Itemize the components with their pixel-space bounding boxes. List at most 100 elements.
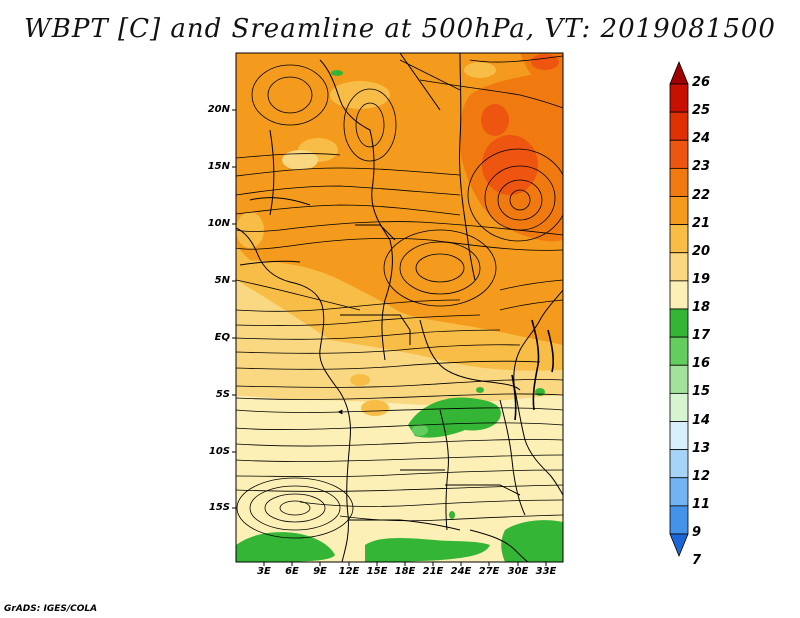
west-coastline	[236, 227, 351, 562]
green-patch-light	[412, 424, 428, 436]
coastlines	[236, 53, 563, 562]
green-patch-central	[408, 397, 501, 438]
green-patch-sw	[236, 532, 335, 562]
colorbar-swatch	[669, 477, 689, 507]
lat-ticks	[232, 109, 236, 509]
border-line	[348, 519, 461, 531]
streamline	[236, 238, 563, 251]
streamline	[236, 279, 361, 311]
patch-light-3	[464, 62, 496, 78]
streamline	[399, 59, 461, 91]
colorbar-tick-label: 21	[692, 215, 711, 231]
colorbar-swatch	[669, 252, 689, 282]
streamline	[299, 499, 563, 507]
streamline-vortex	[251, 64, 329, 126]
streamline	[236, 484, 563, 492]
colorbar-swatch	[669, 336, 689, 366]
streamline-vortex	[383, 229, 497, 307]
border-line	[445, 484, 521, 496]
green-dot-4	[331, 70, 343, 76]
colorbar-tick-label: 25	[692, 103, 711, 119]
border-line	[355, 224, 396, 241]
lat-label: 10N	[207, 218, 230, 229]
streamline	[236, 221, 563, 236]
streamline	[236, 422, 563, 430]
streamline-vortex	[497, 179, 543, 221]
colorbar-tick-label: 26	[692, 75, 711, 90]
colorbar-swatch	[669, 364, 689, 394]
lat-label: 20N	[207, 104, 230, 115]
streamline	[469, 55, 563, 63]
streamline	[236, 167, 461, 177]
streamline	[236, 360, 541, 370]
streamline	[499, 299, 563, 311]
colorbar-tick-label: 15	[692, 384, 711, 400]
border-line	[499, 399, 526, 516]
border-line	[419, 319, 521, 391]
streamline	[499, 279, 563, 291]
border-line	[249, 197, 311, 206]
colorbar-tick-label: 11	[692, 496, 711, 512]
streamline-vortex	[415, 253, 465, 283]
colorbar-swatch	[669, 280, 689, 310]
colorbar-swatch	[669, 392, 689, 422]
lon-label: 9E	[313, 566, 327, 577]
colorbar-swatch	[669, 83, 689, 113]
footer-credit: GrADS: IGES/COLA	[4, 604, 98, 614]
streamline	[339, 514, 563, 522]
lake-shore	[547, 329, 555, 373]
colorbar-swatch	[669, 308, 689, 338]
lon-label: 15E	[366, 566, 388, 577]
border-line	[439, 409, 449, 531]
streamline	[236, 439, 563, 447]
patch-coast	[361, 400, 389, 416]
patch-coast-2	[350, 374, 370, 386]
green-dot-3	[449, 511, 455, 519]
streamline-vortex	[264, 493, 326, 523]
lat-label: 15S	[208, 502, 230, 513]
colorbar-swatch	[669, 421, 689, 451]
streamline-vortex	[467, 148, 563, 242]
lon-label: 27E	[478, 566, 500, 577]
streamline-vortex	[509, 189, 531, 211]
border-line	[458, 53, 476, 281]
streamline-vortex	[236, 477, 354, 539]
streamline	[236, 407, 563, 415]
streamline	[236, 344, 521, 354]
colorbar-tick-label: 14	[692, 412, 711, 428]
colorbar-tick-label: 12	[692, 468, 711, 484]
colorbar-swatch	[669, 111, 689, 141]
lon-label: 33E	[535, 566, 557, 577]
colorbar-swatch	[669, 139, 689, 169]
border-line	[239, 260, 301, 266]
border-line	[319, 59, 393, 361]
colorbar-tick-label: 22	[692, 187, 711, 203]
streamline-vortex	[279, 500, 311, 516]
colorbar-swatch	[669, 196, 689, 226]
border-line	[399, 53, 441, 111]
colorbar-swatch	[669, 449, 689, 479]
lon-label: 30E	[507, 566, 529, 577]
border-line	[340, 314, 411, 345]
hot-core	[482, 135, 538, 195]
lat-label: 10S	[208, 446, 230, 457]
streamline	[236, 185, 461, 196]
map-frame	[235, 52, 564, 563]
streamline-vortex	[343, 88, 397, 162]
streamline	[236, 153, 341, 159]
colorbar-tick-label: 7	[692, 553, 702, 569]
patch-light-2	[330, 81, 390, 109]
streamline	[236, 469, 563, 478]
chart-title: WBPT [C] and Sreamline at 500hPa, VT: 20…	[24, 14, 776, 44]
streamlines	[236, 55, 563, 539]
streamline	[236, 204, 461, 216]
streamline	[419, 79, 563, 109]
colorbar-tick-label: 9	[692, 525, 702, 540]
colorbar-tick-label: 17	[692, 328, 711, 344]
lat-label: EQ	[214, 332, 230, 343]
colorbar-tick-label: 13	[692, 440, 711, 456]
streamline-vortex	[249, 485, 341, 531]
streamline-vortex	[267, 76, 313, 114]
colorbar-swatch	[669, 505, 689, 535]
colorbar-top-arrow	[669, 60, 689, 85]
